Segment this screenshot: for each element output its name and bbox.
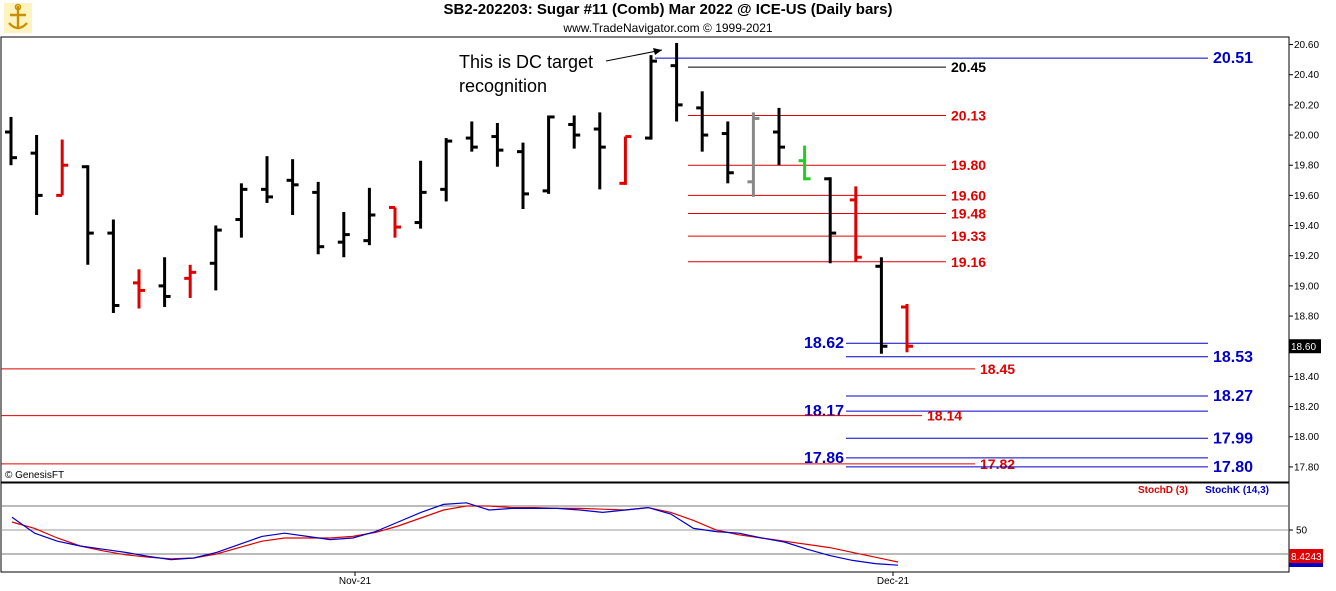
ohlc-bar bbox=[133, 269, 145, 309]
y-tick-label: 18.20 bbox=[1294, 402, 1319, 413]
ohlc-bar bbox=[209, 225, 222, 291]
level-label: 19.16 bbox=[951, 254, 986, 270]
ohlc-bar bbox=[747, 112, 760, 197]
level-label: 18.14 bbox=[927, 408, 962, 424]
level-label: 18.62 bbox=[804, 335, 844, 352]
trade-navigator-logo-icon bbox=[4, 3, 32, 33]
ohlc-bar bbox=[670, 43, 683, 122]
stoch-last-badge bbox=[1289, 549, 1323, 563]
ohlc-bar bbox=[824, 177, 837, 264]
level-label: 18.53 bbox=[1213, 349, 1253, 366]
ohlc-bar bbox=[261, 156, 273, 203]
level-label: 17.80 bbox=[1213, 459, 1253, 476]
ohlc-bar bbox=[81, 165, 94, 265]
ohlc-bar bbox=[875, 257, 888, 354]
ohlc-bar bbox=[568, 115, 581, 149]
ohlc-bar bbox=[773, 107, 785, 166]
y-tick-label: 20.20 bbox=[1294, 100, 1319, 111]
ohlc-bar bbox=[849, 186, 862, 262]
x-tick-label: Dec-21 bbox=[877, 576, 910, 587]
stoch-last-badge-k bbox=[1289, 563, 1323, 567]
level-label: 17.82 bbox=[980, 456, 1015, 472]
ohlc-bar bbox=[107, 219, 120, 314]
ohlc-bar bbox=[645, 55, 657, 140]
last-price-label: 18.60 bbox=[1291, 342, 1316, 353]
y-tick-label: 19.40 bbox=[1294, 221, 1319, 232]
legend-stochk: StochK (14,3) bbox=[1205, 485, 1269, 496]
level-label: 17.99 bbox=[1213, 430, 1253, 447]
y-tick-label: 19.60 bbox=[1294, 191, 1319, 202]
y-tick-label: 18.80 bbox=[1294, 312, 1319, 323]
ohlc-bar bbox=[542, 115, 555, 194]
level-label: 20.51 bbox=[1213, 50, 1253, 67]
level-label: 19.33 bbox=[951, 228, 986, 244]
ohlc-bar bbox=[363, 187, 376, 246]
y-tick-label: 18.00 bbox=[1294, 432, 1319, 443]
ohlc-bar bbox=[184, 264, 197, 298]
level-label: 17.86 bbox=[804, 450, 844, 467]
ohlc-bar bbox=[56, 139, 69, 197]
y-tick-label: 19.00 bbox=[1294, 281, 1319, 292]
ohlc-bar bbox=[440, 138, 453, 202]
ohlc-bar bbox=[593, 112, 606, 190]
ohlc-bar bbox=[491, 122, 504, 167]
y-tick-label: 19.80 bbox=[1294, 161, 1319, 172]
ohlc-bar bbox=[286, 159, 299, 215]
y-tick-label: 20.40 bbox=[1294, 70, 1319, 81]
level-label: 19.60 bbox=[951, 187, 986, 203]
stoch-y-tick-label: 50 bbox=[1296, 526, 1308, 537]
annotation-line-2: recognition bbox=[459, 76, 547, 96]
level-label: 18.45 bbox=[980, 361, 1015, 377]
x-tick-label: Nov-21 bbox=[339, 576, 372, 587]
ohlc-bar bbox=[901, 304, 913, 353]
ohlc-bar bbox=[5, 116, 17, 166]
level-label: 18.27 bbox=[1213, 388, 1253, 405]
ohlc-bar bbox=[158, 257, 171, 308]
y-tick-label: 18.40 bbox=[1294, 372, 1319, 383]
ohlc-bar bbox=[235, 183, 248, 238]
ohlc-bar bbox=[30, 135, 43, 215]
y-tick-label: 17.80 bbox=[1294, 462, 1319, 473]
copyright-label: © GenesisFT bbox=[5, 470, 64, 481]
level-label: 19.48 bbox=[951, 205, 986, 221]
ohlc-bar bbox=[414, 160, 427, 229]
level-label: 20.45 bbox=[951, 59, 986, 75]
annotation-arrow bbox=[605, 49, 663, 62]
y-tick-label: 20.60 bbox=[1294, 40, 1319, 51]
annotation-arrowhead bbox=[653, 48, 662, 55]
ohlc-bar bbox=[619, 135, 632, 185]
ohlc-bar bbox=[337, 211, 350, 258]
chart-subtitle: www.TradeNavigator.com © 1999-2021 bbox=[563, 21, 773, 35]
legend-stochd: StochD (3) bbox=[1138, 485, 1188, 496]
ohlc-bar bbox=[389, 205, 401, 238]
y-tick-label: 20.00 bbox=[1294, 131, 1319, 142]
annotation-line-1: This is DC target bbox=[459, 52, 593, 72]
level-label: 19.80 bbox=[951, 157, 986, 173]
ohlc-bar bbox=[721, 121, 734, 184]
stoch-last-value: 8.4243 bbox=[1291, 552, 1322, 563]
ohlc-bar bbox=[312, 181, 325, 255]
level-label: 18.17 bbox=[804, 403, 844, 420]
ohlc-bar bbox=[517, 142, 529, 209]
level-label: 20.13 bbox=[951, 107, 986, 123]
ohlc-bar bbox=[798, 145, 811, 181]
y-tick-label: 19.20 bbox=[1294, 251, 1319, 262]
ohlc-bar bbox=[696, 91, 709, 152]
chart-title: SB2-202203: Sugar #11 (Comb) Mar 2022 @ … bbox=[443, 1, 893, 18]
stoch-panel-frame bbox=[0, 482, 1290, 573]
stoch-series-line bbox=[11, 502, 899, 566]
last-price-badge bbox=[1289, 339, 1321, 354]
ohlc-bar bbox=[465, 121, 478, 152]
